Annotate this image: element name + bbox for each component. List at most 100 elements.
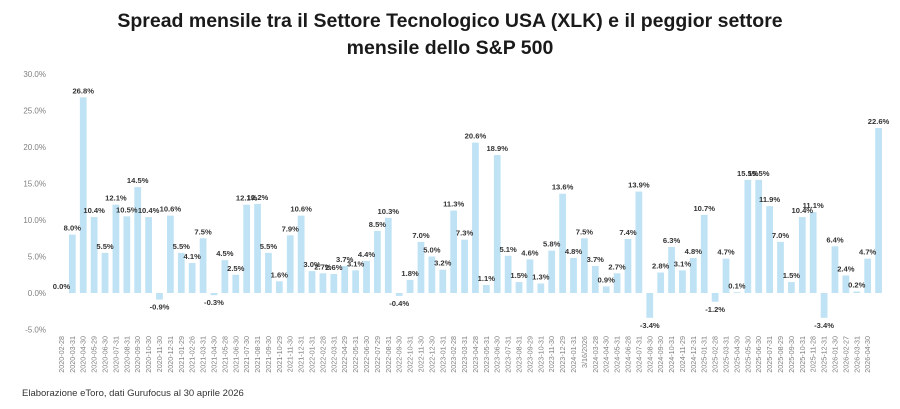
data-label: 20.6%: [465, 132, 487, 141]
x-tick-label: 2020-06-30: [101, 336, 110, 373]
data-label: 3.2%: [434, 259, 452, 268]
x-tick-label: 2022-07-29: [373, 336, 382, 373]
bar: [657, 272, 665, 293]
x-tick-label: 2021-04-30: [209, 336, 218, 373]
x-tick-label: 2021-03-31: [199, 336, 208, 373]
x-tick-label: 2021-12-31: [297, 336, 306, 373]
data-label: 1.6%: [271, 270, 289, 279]
bar: [275, 281, 283, 293]
data-label: -0.4%: [389, 299, 409, 308]
data-label: 10.4%: [138, 206, 160, 215]
x-tick-label: 2024-11-29: [678, 336, 687, 372]
bar: [232, 274, 240, 293]
bar: [668, 247, 675, 293]
data-label: 18.9%: [486, 144, 508, 153]
data-label: 4.8%: [685, 247, 703, 256]
data-label: 3.1%: [674, 259, 692, 268]
data-label: 2.4%: [837, 264, 855, 273]
chart-title-line-1: Spread mensile tra il Settore Tecnologic…: [117, 10, 783, 32]
bar: [352, 270, 359, 293]
x-tick-label: 2023-09-29: [525, 336, 534, 373]
x-tick-label: 2020-02-28: [57, 336, 66, 373]
x-tick-label: 2024-07-31: [634, 336, 643, 373]
bar: [188, 263, 196, 293]
x-tick-label: 2020-09-30: [133, 336, 142, 373]
x-tick-label: 2020-05-29: [90, 336, 99, 373]
x-tick-label: 2022-09-30: [395, 336, 404, 373]
bar: [559, 193, 566, 293]
x-tick-label: 2025-10-31: [798, 336, 807, 373]
y-tick-label: 30.0%: [23, 70, 46, 79]
x-tick-label: 2025-11-28: [809, 336, 818, 372]
x-tick-label: 2023-08-31: [515, 336, 524, 373]
bar: [177, 252, 185, 293]
data-label: 0.0%: [53, 282, 71, 291]
bar: [526, 259, 534, 293]
x-tick-label: 2024-08-30: [645, 336, 654, 373]
data-label: 15.5%: [748, 169, 770, 178]
data-label: 15.5%: [737, 169, 759, 178]
bar: [395, 293, 403, 296]
x-tick-label: 2022-08-31: [384, 336, 393, 373]
x-tick-label: 2024-05-31: [613, 336, 622, 373]
bar: [537, 283, 545, 293]
bar: [820, 293, 828, 318]
bar: [439, 269, 447, 293]
x-tick-label: 2024-01-31: [569, 336, 578, 373]
bar: [330, 274, 338, 293]
data-label: 2.8%: [652, 262, 670, 271]
x-tick-label: 2021-07-30: [242, 336, 251, 373]
data-label: 12.2%: [247, 193, 269, 202]
data-label: 6.3%: [663, 236, 681, 245]
y-tick-label: 5.0%: [28, 253, 46, 262]
bar: [864, 258, 872, 293]
x-tick-label: 2020-03-31: [68, 336, 77, 373]
data-label: 7.3%: [456, 229, 474, 238]
x-tick-label: 2024-09-30: [656, 336, 665, 373]
bar: [112, 204, 120, 293]
bar: [461, 239, 468, 293]
x-tick-label: 2022-12-30: [427, 336, 436, 373]
data-labels-group: 0.0% 8.0% 26.8% 10.4% 5.5% 12.1% 10.5% 14.5% 10.…: [53, 86, 890, 329]
bar: [101, 252, 109, 293]
bar: [265, 252, 272, 293]
data-label: 10.7%: [693, 204, 715, 213]
bar: [711, 293, 719, 302]
bar: [875, 128, 882, 293]
x-tick-label: 2021-05-28: [220, 336, 229, 373]
bar: [308, 271, 316, 293]
data-label: 11.3%: [443, 200, 464, 209]
bar: [613, 273, 621, 293]
data-label: 5.5%: [173, 242, 191, 251]
data-label: 10.5%: [116, 205, 138, 214]
data-label: -0.3%: [204, 298, 224, 307]
x-tick-label: 2022-01-31: [308, 336, 317, 373]
data-label: 5.8%: [543, 240, 561, 249]
x-tick-label: 2024-03-28: [591, 336, 600, 373]
data-label: 10.3%: [378, 207, 400, 216]
data-label: 26.8%: [72, 86, 94, 95]
data-label: 2.7%: [608, 262, 626, 271]
bar: [733, 292, 741, 293]
x-tick-label: 2021-02-26: [188, 336, 197, 373]
x-tick-label: 2022-04-29: [340, 336, 349, 373]
bar: [635, 191, 643, 293]
data-label: 10.4%: [83, 206, 105, 215]
data-label: -1.2%: [705, 305, 725, 314]
data-label: 5.0%: [423, 246, 441, 255]
data-label: 13.6%: [552, 183, 574, 192]
x-tick-label: 2021-06-30: [231, 336, 240, 373]
bar: [504, 255, 512, 293]
bar: [755, 179, 763, 293]
bar: [384, 217, 392, 293]
bar: [591, 265, 599, 293]
x-tick-label: 2023-10-31: [536, 336, 545, 373]
data-label: -0.9%: [150, 303, 170, 312]
bar: [199, 238, 207, 293]
y-axis: -5.0% 0.0% 5.0% 10.0% 15.0% 20.0% 25.0% 30.0%: [23, 70, 46, 335]
data-label: 1.1%: [478, 274, 496, 283]
bar: [581, 238, 588, 293]
bar: [286, 235, 294, 293]
x-tick-label: 2025-02-28: [711, 336, 720, 373]
bar: [363, 260, 370, 293]
